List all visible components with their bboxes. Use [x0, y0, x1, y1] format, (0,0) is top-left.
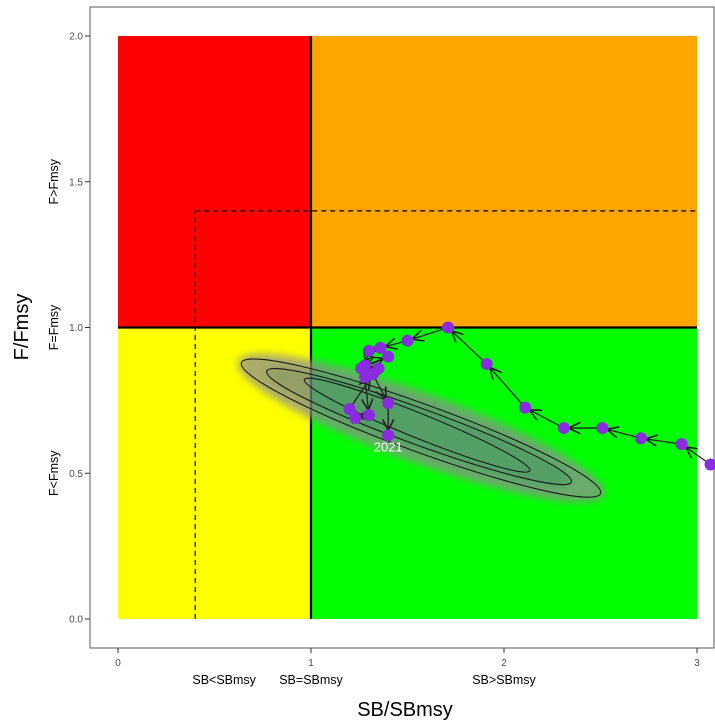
trajectory-point: [343, 403, 356, 416]
trajectory-point: [382, 397, 395, 410]
trajectory-point: [366, 368, 379, 381]
trajectory-point: [557, 422, 570, 435]
trajectory-point: [635, 432, 648, 445]
x-tick-label: 3: [694, 658, 700, 669]
trajectory-point: [349, 411, 362, 424]
uncertainty-cloud: [237, 353, 605, 503]
zone-overfished-and-overfishing: [118, 36, 311, 328]
y-tick-label: 0.5: [69, 469, 83, 480]
x-zone-label: SB<SBmsy: [192, 673, 256, 687]
trajectory-point: [519, 401, 532, 414]
trajectory-point: [382, 429, 395, 442]
trajectory-point: [442, 321, 455, 334]
x-zone-label: SB=SBmsy: [279, 673, 343, 687]
x-tick-label: 1: [308, 658, 314, 669]
y-zone-label: F<Fmsy: [47, 450, 61, 496]
y-zone-label: F=Fmsy: [47, 304, 61, 350]
x-tick-label: 0: [115, 658, 121, 669]
y-tick-label: 1.5: [69, 177, 83, 188]
cloud-blur-group: [237, 353, 605, 503]
trajectory-point: [675, 438, 688, 451]
trajectory-point: [704, 458, 715, 471]
zone-overfishing-only: [311, 36, 697, 328]
axis-tick-labels: 0 1 2 3 0.0 0.5 1.0 1.5 2.0: [69, 32, 700, 670]
y-tick-label: 1.0: [69, 323, 83, 334]
trajectory-point: [374, 341, 387, 354]
trajectory-arrow: [531, 410, 565, 429]
trajectory-arrow: [491, 368, 526, 409]
trajectory-point: [362, 408, 375, 421]
y-tick-label: 0.0: [69, 615, 83, 626]
trajectory-arrow: [413, 326, 449, 339]
trajectory-points: [343, 321, 715, 471]
x-tick-label: 2: [501, 658, 507, 669]
y-zone-label: F>Fmsy: [47, 158, 61, 204]
trajectory-point: [401, 334, 414, 347]
trajectory-arrow: [452, 332, 488, 365]
trajectory-point: [362, 344, 375, 357]
axis-ticks: [85, 35, 698, 653]
x-axis-title: SB/SBmsy: [357, 699, 453, 721]
cloud-core: [266, 367, 572, 486]
contour-middle: [266, 368, 573, 486]
reference-lines: [118, 36, 697, 619]
trajectory-point: [382, 350, 395, 363]
y-axis-title: F/Fmsy: [11, 294, 33, 361]
zone-labels: SB<SBmsy SB=SBmsy SB>SBmsy F<Fmsy F=Fmsy F>Fm…: [47, 158, 537, 687]
final-year-label: 2021: [374, 439, 403, 454]
contour-outer: [240, 358, 602, 498]
trajectory-point: [480, 357, 493, 370]
y-tick-label: 2.0: [69, 32, 83, 43]
x-zone-label: SB>SBmsy: [472, 673, 536, 687]
trajectory-point: [596, 422, 609, 435]
uncertainty-contours: [240, 358, 602, 498]
contour-inner: [303, 377, 531, 473]
